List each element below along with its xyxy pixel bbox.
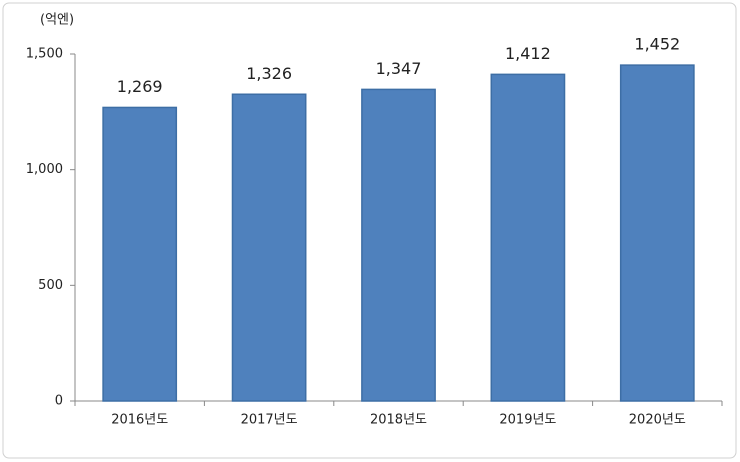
value-label: 1,347 [376,59,422,78]
bar [361,88,436,402]
bar [490,73,566,402]
y-tick-label: 500 [38,278,63,293]
value-label: 1,269 [117,77,163,96]
value-label: 1,412 [505,44,551,63]
bar [231,93,307,402]
value-label: 1,326 [246,64,292,83]
y-tick-label: 1,500 [26,47,63,62]
bar [619,64,695,402]
y-unit-label: (억엔) [40,13,74,28]
x-tick-label: 2016년도 [111,413,168,428]
x-tick-label: 2019년도 [499,413,556,428]
x-tick-label: 2020년도 [629,413,686,428]
y-tick-label: 0 [55,394,63,409]
bar [102,106,178,402]
x-tick-label: 2017년도 [241,413,298,428]
x-tick-label: 2018년도 [370,413,427,428]
value-label: 1,452 [634,35,680,54]
y-tick-label: 1,000 [26,162,63,177]
